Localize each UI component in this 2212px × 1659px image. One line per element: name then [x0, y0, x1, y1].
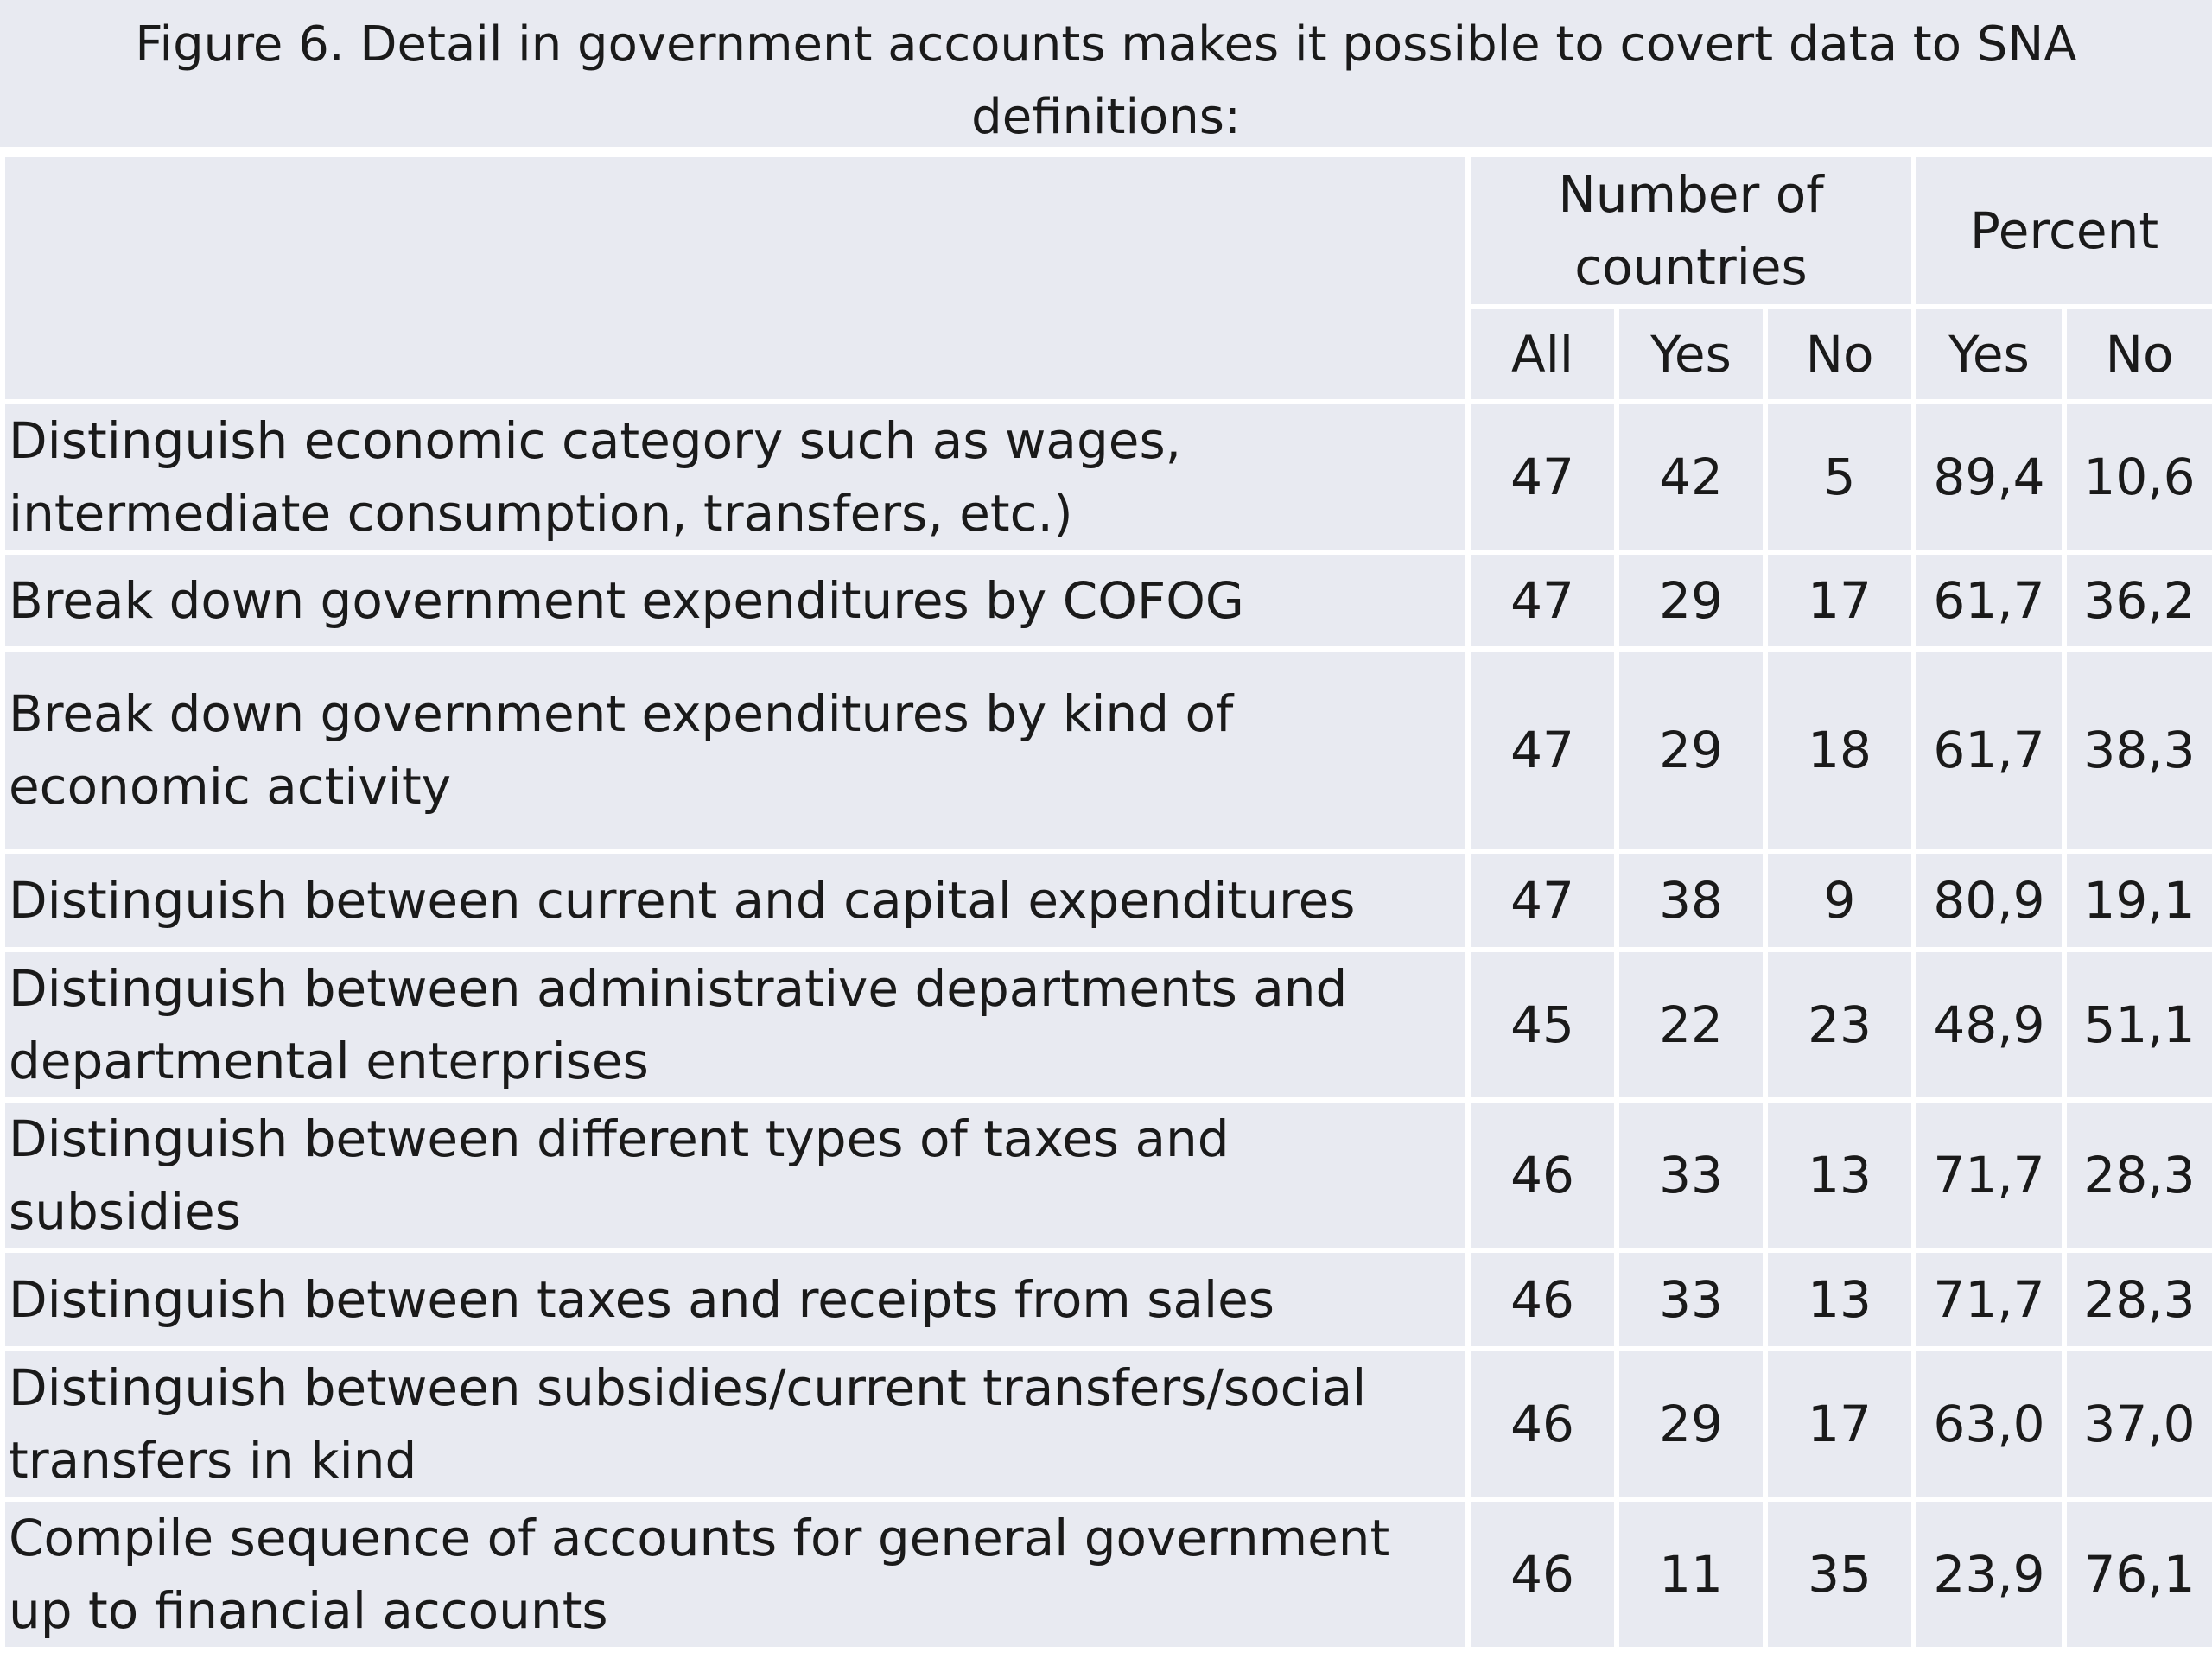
cell-percent-yes: 71,7 [1911, 1097, 2067, 1253]
header-corner [0, 152, 1471, 404]
cell-all: 46 [1465, 1248, 1619, 1351]
cell-all: 45 [1465, 947, 1619, 1103]
cell-percent-no: 38,3 [2062, 646, 2212, 854]
row-label: Distinguish between different types of t… [0, 1097, 1471, 1253]
cell-yes: 29 [1614, 550, 1768, 652]
table-row: Compile sequence of accounts for general… [0, 1497, 2212, 1652]
cell-yes: 33 [1614, 1097, 1768, 1253]
cell-all: 46 [1465, 1497, 1619, 1652]
cell-no: 35 [1763, 1497, 1916, 1652]
cell-percent-no: 51,1 [2062, 947, 2212, 1103]
table-row: Distinguish between different types of t… [0, 1097, 2212, 1253]
header-percent-yes: Yes [1911, 304, 2067, 404]
header-all: All [1465, 304, 1619, 404]
cell-all: 47 [1465, 550, 1619, 652]
cell-no: 13 [1763, 1097, 1916, 1253]
cell-yes: 29 [1614, 1346, 1768, 1502]
table-body: Distinguish economic category such as wa… [0, 399, 2212, 1652]
cell-yes: 22 [1614, 947, 1768, 1103]
cell-percent-no: 19,1 [2062, 849, 2212, 952]
row-label: Distinguish between taxes and receipts f… [0, 1248, 1471, 1351]
cell-percent-yes: 48,9 [1911, 947, 2067, 1103]
table-row: Break down government expenditures by ki… [0, 646, 2212, 854]
row-label: Break down government expenditures by ki… [0, 646, 1471, 854]
table-row: Distinguish economic category such as wa… [0, 399, 2212, 555]
header-row-groups: Number of countries Percent [0, 152, 2212, 404]
cell-percent-no: 28,3 [2062, 1097, 2212, 1253]
row-label: Distinguish between administrative depar… [0, 947, 1471, 1103]
row-label: Distinguish between current and capital … [0, 849, 1471, 952]
cell-no: 18 [1763, 646, 1916, 854]
cell-percent-no: 28,3 [2062, 1248, 2212, 1351]
header-yes: Yes [1614, 304, 1768, 404]
row-label: Distinguish economic category such as wa… [0, 399, 1471, 555]
cell-all: 47 [1465, 646, 1619, 854]
cell-yes: 29 [1614, 646, 1768, 854]
cell-yes: 42 [1614, 399, 1768, 555]
table-row: Distinguish between administrative depar… [0, 947, 2212, 1103]
cell-percent-no: 37,0 [2062, 1346, 2212, 1502]
cell-percent-yes: 89,4 [1911, 399, 2067, 555]
cell-no: 13 [1763, 1248, 1916, 1351]
cell-percent-no: 10,6 [2062, 399, 2212, 555]
cell-no: 17 [1763, 1346, 1916, 1502]
cell-no: 5 [1763, 399, 1916, 555]
cell-all: 46 [1465, 1097, 1619, 1253]
cell-percent-no: 36,2 [2062, 550, 2212, 652]
cell-all: 46 [1465, 1346, 1619, 1502]
cell-yes: 38 [1614, 849, 1768, 952]
data-table: Number of countries Percent All Yes No Y… [0, 152, 2212, 1652]
header-no: No [1763, 304, 1916, 404]
cell-percent-yes: 71,7 [1911, 1248, 2067, 1351]
cell-all: 47 [1465, 399, 1619, 555]
cell-percent-no: 76,1 [2062, 1497, 2212, 1652]
table-row: Distinguish between taxes and receipts f… [0, 1248, 2212, 1351]
cell-no: 9 [1763, 849, 1916, 952]
cell-no: 23 [1763, 947, 1916, 1103]
header-percent-no: No [2062, 304, 2212, 404]
cell-percent-yes: 61,7 [1911, 550, 2067, 652]
row-label: Distinguish between subsidies/current tr… [0, 1346, 1471, 1502]
cell-no: 17 [1763, 550, 1916, 652]
cell-yes: 11 [1614, 1497, 1768, 1652]
cell-yes: 33 [1614, 1248, 1768, 1351]
header-group-percent: Percent [1911, 152, 2212, 309]
table-row: Distinguish between subsidies/current tr… [0, 1346, 2212, 1502]
header-row-columns: All Yes No Yes No [3, 304, 2212, 404]
cell-percent-yes: 80,9 [1911, 849, 2067, 952]
cell-percent-yes: 61,7 [1911, 646, 2067, 854]
cell-percent-yes: 63,0 [1911, 1346, 2067, 1502]
row-label: Break down government expenditures by CO… [0, 550, 1471, 652]
figure-title: Figure 6. Detail in government accounts … [0, 0, 2212, 147]
row-label: Compile sequence of accounts for general… [0, 1497, 1471, 1652]
table-row: Distinguish between current and capital … [0, 849, 2212, 952]
table-row: Break down government expenditures by CO… [0, 550, 2212, 652]
header-group-count: Number of countries [1465, 152, 1916, 309]
cell-percent-yes: 23,9 [1911, 1497, 2067, 1652]
cell-all: 47 [1465, 849, 1619, 952]
